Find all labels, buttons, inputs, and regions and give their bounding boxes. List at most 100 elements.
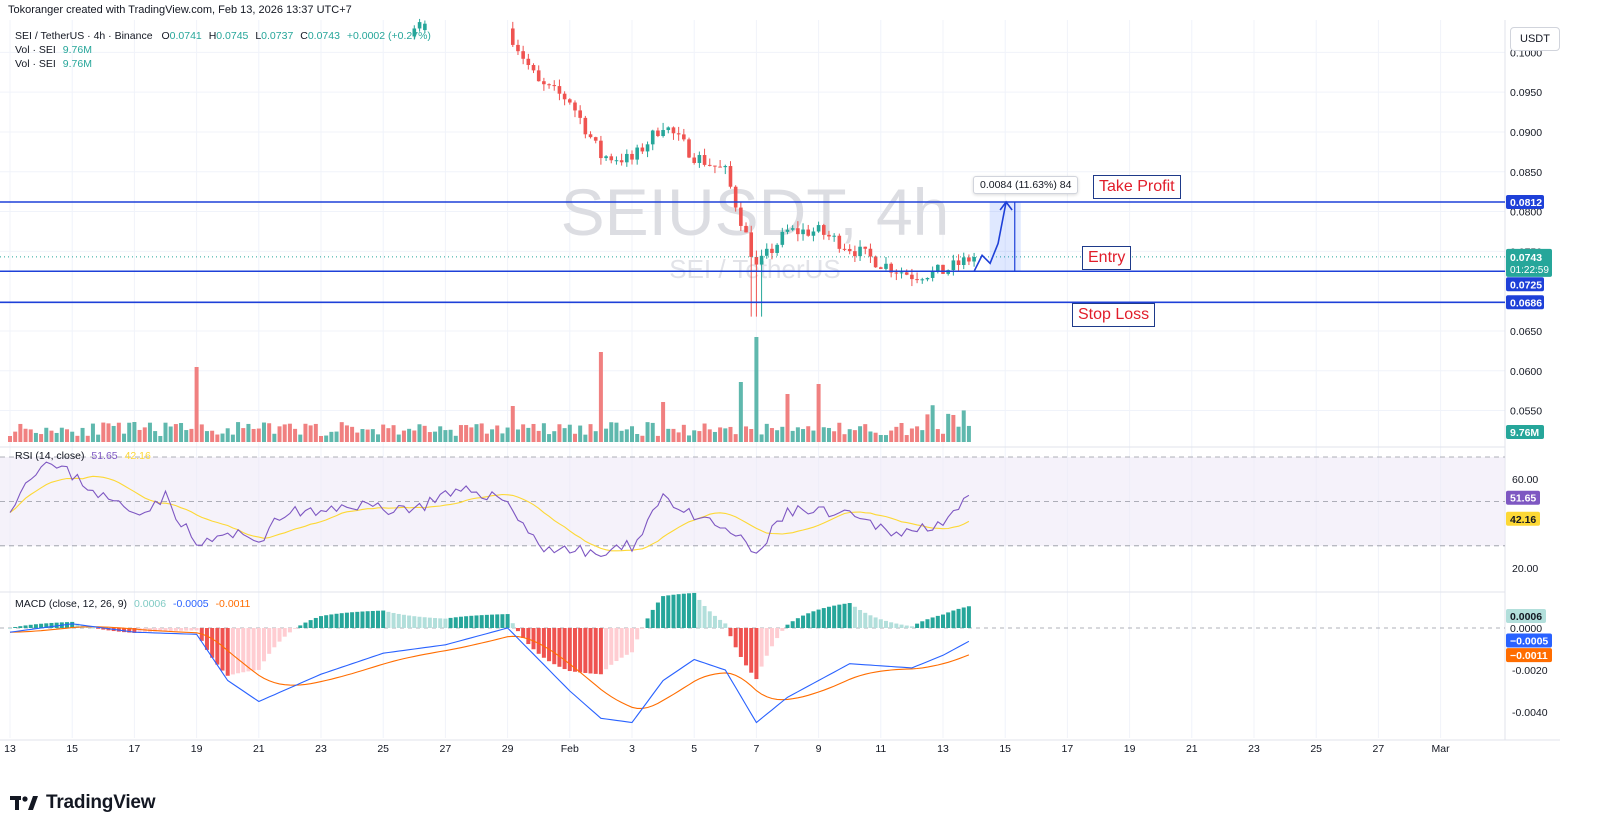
price-tick-label: 0.0550 (1510, 406, 1542, 418)
macd-histogram-bar (935, 615, 940, 628)
time-tick-label: 21 (1186, 743, 1198, 755)
macd-histogram-bar (381, 610, 386, 628)
macd-hist-tag-bg (1506, 609, 1546, 623)
volume-bar (65, 429, 70, 442)
time-tick-label: 13 (4, 743, 16, 755)
rsi-title[interactable]: RSI (14, close) (15, 450, 85, 462)
symbol-name[interactable]: SEI / TetherUS · 4h · Binance (15, 30, 153, 42)
volume-bar (801, 429, 806, 442)
volume-bar (18, 423, 23, 442)
candle (676, 133, 681, 135)
volume-bar (132, 422, 137, 442)
projection-drawing (973, 200, 1021, 272)
candle (770, 248, 774, 253)
macd-histogram-bar (324, 615, 329, 628)
macd-histogram-bar (832, 605, 837, 628)
volume-bar (915, 426, 920, 442)
candle (417, 22, 422, 29)
candle (754, 256, 759, 265)
volume-bar (541, 423, 546, 442)
ohlc-high-label: H (208, 30, 217, 42)
macd-histogram-bar (210, 628, 215, 658)
time-tick-label: 25 (377, 743, 389, 755)
macd-histogram-bar (961, 607, 966, 628)
entry-note[interactable]: Entry (1082, 246, 1132, 270)
macd-hist-value: 0.0006 (133, 598, 167, 610)
take-profit-price-tag-bg (1506, 195, 1544, 209)
macd-histogram-bar (8, 628, 12, 629)
macd-histogram-bar (925, 619, 930, 628)
rsi-legend: RSI (14, close) 51.65 42.16 (15, 450, 151, 462)
volume-bar (661, 402, 666, 442)
candle (573, 102, 577, 111)
volume-bar (707, 429, 712, 442)
volume-bar (956, 426, 961, 442)
candle (790, 228, 795, 230)
macd-histogram-bar (194, 628, 199, 631)
candle (806, 229, 811, 236)
macd-histogram-bar (728, 628, 733, 637)
candle (759, 255, 764, 265)
volume-bar (578, 425, 583, 442)
macd-histogram-bar (39, 623, 44, 628)
candle (593, 137, 598, 141)
volume-bar (220, 433, 225, 442)
macd-histogram-bar (23, 625, 28, 628)
candle (920, 279, 925, 281)
tradingview-logo[interactable]: TradingView (10, 792, 156, 814)
volume-bar (868, 431, 873, 442)
macd-histogram-bar (267, 628, 272, 654)
candle (904, 272, 909, 275)
macd-histogram-bar (754, 628, 759, 680)
candle (630, 153, 634, 160)
volume-bar (723, 428, 728, 442)
volume-legend-label[interactable]: Vol · SEI (15, 44, 56, 56)
macd-histogram-bar (826, 606, 831, 628)
volume-bar (474, 424, 479, 442)
volume-bar (464, 425, 469, 442)
macd-histogram-bar (168, 628, 173, 632)
entry-price-tag: 0.0725 (1510, 279, 1542, 291)
time-tick-label: Feb (561, 743, 579, 755)
time-tick-label: 15 (66, 743, 78, 755)
macd-histogram-bar (878, 619, 883, 628)
volume-bar (298, 434, 303, 442)
currency-button[interactable]: USDT (1510, 27, 1560, 51)
volume-bar (811, 430, 816, 442)
macd-title[interactable]: MACD (close, 12, 26, 9) (15, 598, 128, 610)
macd-histogram-bar (453, 617, 458, 628)
volume-bar (764, 423, 769, 442)
macd-histogram-bar (941, 614, 945, 628)
take-profit-note[interactable]: Take Profit (1093, 175, 1181, 199)
macd-histogram-bar (376, 610, 381, 628)
macd-histogram-bar (303, 622, 308, 628)
macd-histogram-bar (775, 628, 780, 639)
macd-histogram-bar (33, 624, 38, 628)
time-tick-label: Mar (1432, 743, 1451, 755)
macd-histogram-bar (96, 628, 101, 629)
macd-histogram-bar (90, 627, 95, 629)
stop-loss-note[interactable]: Stop Loss (1072, 303, 1156, 327)
volume-bar (142, 427, 147, 442)
tradingview-logo-icon (10, 796, 38, 810)
macd-histogram-bar (749, 628, 754, 673)
macd-histogram-bar (847, 603, 852, 628)
volume-bar (790, 430, 795, 442)
time-tick-label: 23 (315, 743, 327, 755)
volume-bar (54, 432, 59, 442)
candle (713, 165, 717, 167)
candle (568, 99, 572, 103)
candle (640, 147, 645, 152)
volume-bar (733, 434, 738, 442)
candle (619, 160, 624, 163)
macd-histogram-bar (241, 628, 246, 673)
candle (645, 144, 650, 152)
macd-histogram-bar (521, 628, 526, 639)
volume-legend-label[interactable]: Vol · SEI (15, 58, 56, 70)
macd-histogram-bar (422, 617, 427, 628)
volume-bar (422, 425, 427, 442)
volume-bar (775, 430, 780, 442)
macd-histogram-bar (873, 617, 878, 628)
volume-bar (355, 432, 360, 442)
